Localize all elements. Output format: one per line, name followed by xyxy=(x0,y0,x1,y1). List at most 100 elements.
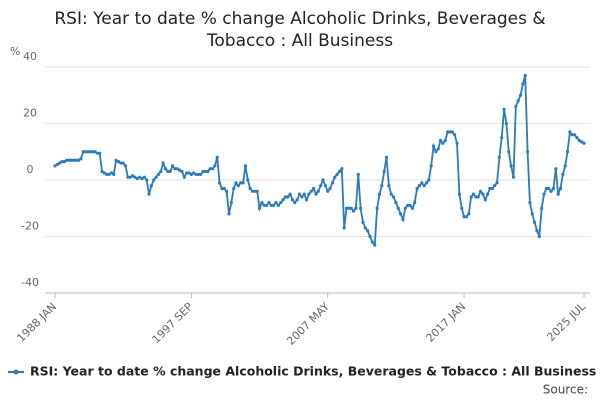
data-point xyxy=(448,130,452,134)
data-point xyxy=(509,164,513,168)
data-point xyxy=(363,226,367,230)
data-point xyxy=(293,201,297,205)
data-point xyxy=(342,226,346,230)
data-point xyxy=(464,215,469,219)
data-point xyxy=(142,175,146,179)
data-point xyxy=(424,181,429,185)
data-point xyxy=(60,160,64,164)
data-point xyxy=(105,172,109,176)
data-point xyxy=(76,158,81,162)
data-point xyxy=(109,171,114,175)
data-point xyxy=(561,172,565,176)
data-point xyxy=(483,198,487,202)
data-point xyxy=(269,203,273,208)
data-point xyxy=(53,164,57,168)
data-point xyxy=(147,192,151,196)
data-point xyxy=(152,178,156,182)
data-point xyxy=(62,160,67,164)
data-point xyxy=(542,192,546,196)
data-point xyxy=(359,206,363,210)
data-point xyxy=(354,206,358,210)
data-point xyxy=(83,150,88,154)
data-point xyxy=(189,172,193,176)
data-point xyxy=(201,169,205,174)
data-point xyxy=(283,195,288,199)
data-point xyxy=(427,178,431,182)
data-point xyxy=(523,73,527,78)
data-point xyxy=(300,195,304,199)
data-point xyxy=(330,181,335,185)
data-point xyxy=(453,133,457,137)
data-point xyxy=(175,167,179,171)
data-point xyxy=(321,178,325,182)
data-point xyxy=(469,195,473,199)
data-point xyxy=(486,192,490,196)
x-tick-label: 1997 SEP xyxy=(150,300,196,346)
data-point xyxy=(415,186,419,191)
data-point xyxy=(457,192,461,196)
data-point xyxy=(434,150,438,154)
data-point xyxy=(537,234,541,239)
data-point xyxy=(156,172,161,176)
data-point xyxy=(420,181,424,185)
data-point xyxy=(497,155,501,159)
data-point xyxy=(335,172,339,176)
data-point xyxy=(504,121,509,126)
data-point xyxy=(493,184,497,188)
data-point xyxy=(302,192,306,196)
data-point xyxy=(521,82,525,86)
data-point xyxy=(213,164,217,168)
data-point xyxy=(272,203,276,208)
x-tick-label: 2007 MAY xyxy=(284,300,332,348)
data-point xyxy=(199,172,203,176)
data-point xyxy=(93,150,97,154)
data-point xyxy=(518,93,523,97)
data-point xyxy=(572,133,577,137)
data-point xyxy=(257,206,262,210)
data-point xyxy=(384,155,389,159)
data-point xyxy=(98,151,102,155)
data-point xyxy=(229,201,233,205)
data-point xyxy=(394,201,398,205)
data-point xyxy=(265,203,269,208)
data-point xyxy=(65,158,69,162)
series-line xyxy=(54,75,585,248)
y-tick-label: -40 xyxy=(21,276,39,289)
data-point xyxy=(467,212,471,216)
data-point xyxy=(495,181,499,185)
data-point xyxy=(337,169,342,174)
data-point xyxy=(443,138,447,143)
data-point xyxy=(286,195,290,199)
data-point xyxy=(570,133,574,137)
data-point xyxy=(234,181,238,185)
data-point xyxy=(74,158,78,162)
data-point xyxy=(140,176,144,181)
y-tick-label: -20 xyxy=(21,220,39,233)
data-point xyxy=(389,192,393,196)
data-point xyxy=(544,186,548,191)
data-point xyxy=(446,130,450,134)
data-point xyxy=(580,140,584,144)
x-tick-label: 2025 JUL xyxy=(544,299,588,343)
data-point xyxy=(248,186,252,191)
data-point xyxy=(549,189,553,193)
data-point xyxy=(476,195,480,199)
data-point xyxy=(149,184,153,188)
data-point xyxy=(361,220,365,224)
data-point xyxy=(399,212,403,216)
data-point xyxy=(203,169,208,174)
data-point xyxy=(222,186,226,191)
data-point xyxy=(170,164,175,168)
data-point xyxy=(86,150,90,154)
data-point xyxy=(69,158,74,162)
data-point xyxy=(67,158,71,162)
data-point xyxy=(227,212,231,216)
data-point xyxy=(563,164,567,168)
data-point xyxy=(159,169,163,174)
data-point xyxy=(196,172,201,176)
data-point xyxy=(281,198,285,202)
data-point xyxy=(166,169,170,174)
data-point xyxy=(138,175,142,179)
data-point xyxy=(260,201,264,205)
data-point xyxy=(95,151,99,155)
